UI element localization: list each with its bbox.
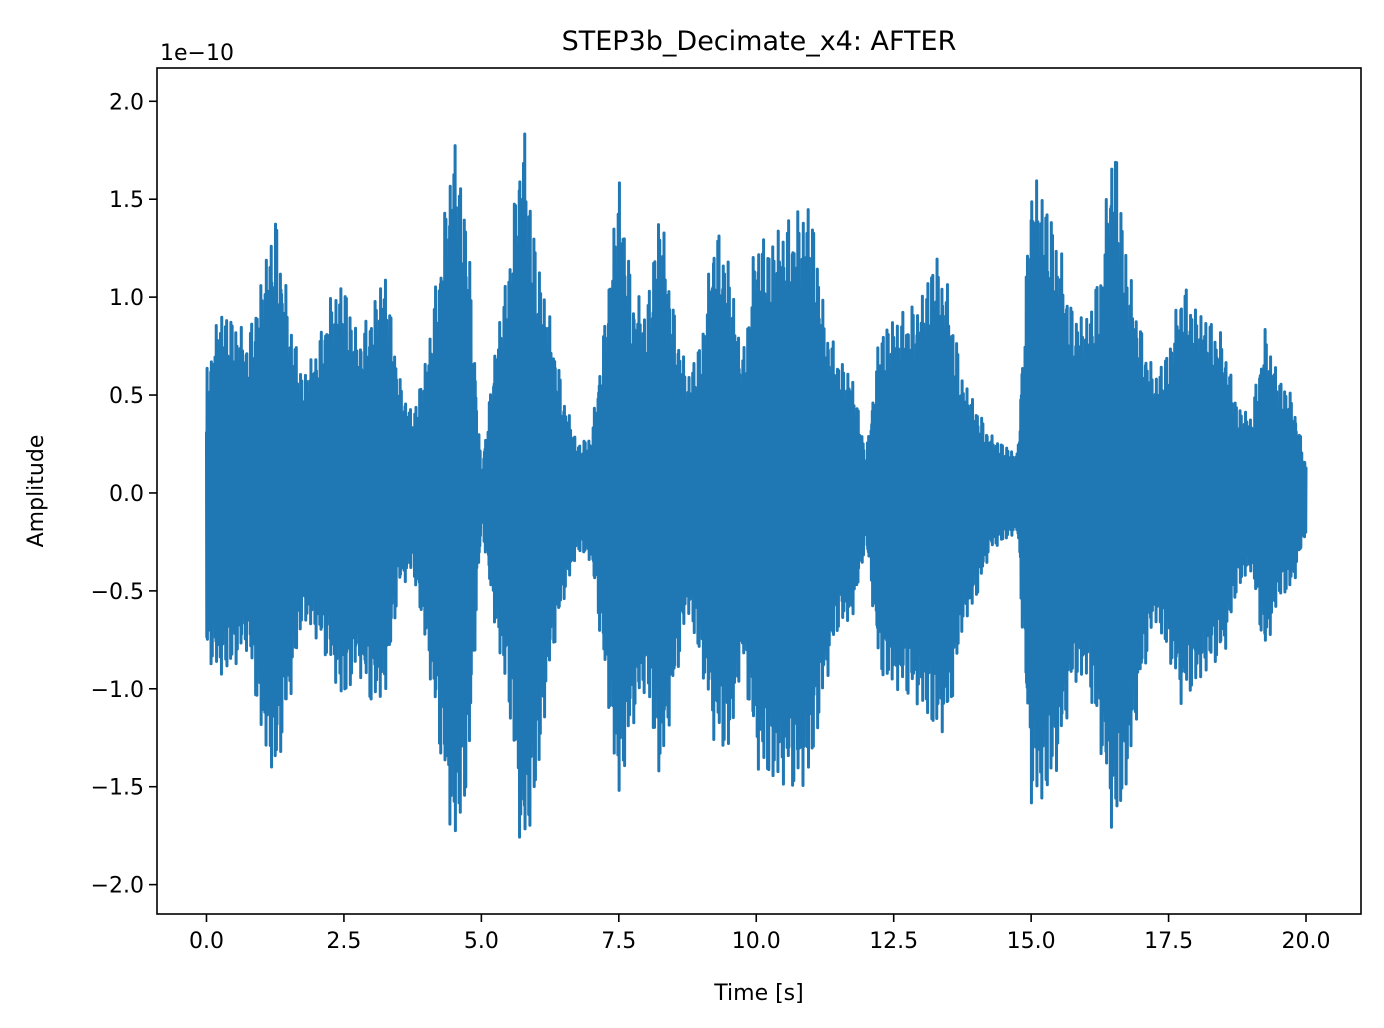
y-tick-label: −0.5 [91,580,144,605]
x-tick-label: 0.0 [189,929,224,954]
x-tick-label: 10.0 [732,929,781,954]
x-tick-label: 2.5 [326,929,361,954]
x-axis-ticks: 0.0 2.5 5.0 7.5 10.0 12.5 15.0 17.5 20.0 [189,914,1331,954]
x-axis-label: Time [s] [713,981,803,1006]
y-offset-label: 1e−10 [160,41,234,66]
plot-frame [156,67,1362,915]
x-tick-label: 20.0 [1282,929,1331,954]
x-tick-label: 7.5 [601,929,636,954]
y-tick-label: −1.0 [91,678,144,703]
y-tick-label: 1.5 [109,188,144,213]
y-axis-ticks: −2.0 −1.5 −1.0 −0.5 0.0 0.5 1.0 1.5 2.0 [91,90,157,899]
y-tick-label: 2.0 [109,90,144,115]
y-tick-label: −2.0 [91,874,144,899]
y-tick-label: 1.0 [109,286,144,311]
y-axis-label: Amplitude [24,435,49,548]
x-tick-label: 15.0 [1007,929,1056,954]
y-tick-label: 0.0 [109,482,144,507]
x-tick-label: 5.0 [464,929,499,954]
x-tick-label: 12.5 [869,929,918,954]
x-tick-label: 17.5 [1144,929,1193,954]
series-layer [204,132,1308,839]
series-line [204,132,1308,839]
y-tick-label: 0.5 [109,384,144,409]
chart-title: STEP3b_Decimate_x4: AFTER [562,26,957,57]
y-tick-label: −1.5 [91,776,144,801]
